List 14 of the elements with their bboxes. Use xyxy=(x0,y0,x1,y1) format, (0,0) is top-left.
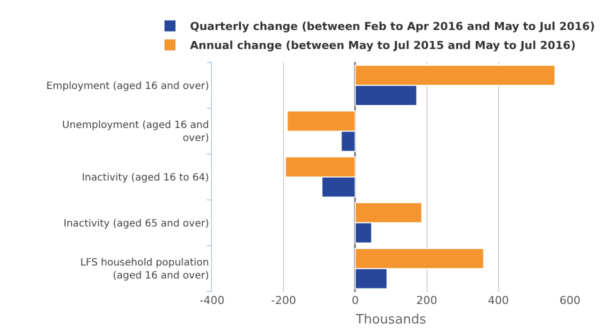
y-tick-label: LFS household population (aged 16 and over) xyxy=(80,258,210,282)
y-tick-label: Employment (aged 16 and over) xyxy=(46,80,210,92)
x-tick-label: 600 xyxy=(560,294,580,307)
x-tick-label: 200 xyxy=(416,294,438,307)
legend-label: Annual change (between May to Jul 2015 and May to Jul 2016) xyxy=(190,39,576,52)
y-tick-label: Unemployment (aged 16 and over) xyxy=(62,120,210,144)
x-tick-label: 400 xyxy=(488,294,509,307)
y-tick-label: Inactivity (aged 65 and over) xyxy=(64,218,210,230)
y-tick-label: Inactivity (aged 16 to 64) xyxy=(82,172,210,184)
legend-label: Quarterly change (between Feb to Apr 2016 and May to Jul 2016) xyxy=(190,20,595,34)
x-tick-label: -400 xyxy=(200,294,224,307)
x-tick-label: 0 xyxy=(352,294,359,307)
x-axis-title: Thousands xyxy=(354,312,426,328)
x-tick-label: -200 xyxy=(271,294,296,307)
